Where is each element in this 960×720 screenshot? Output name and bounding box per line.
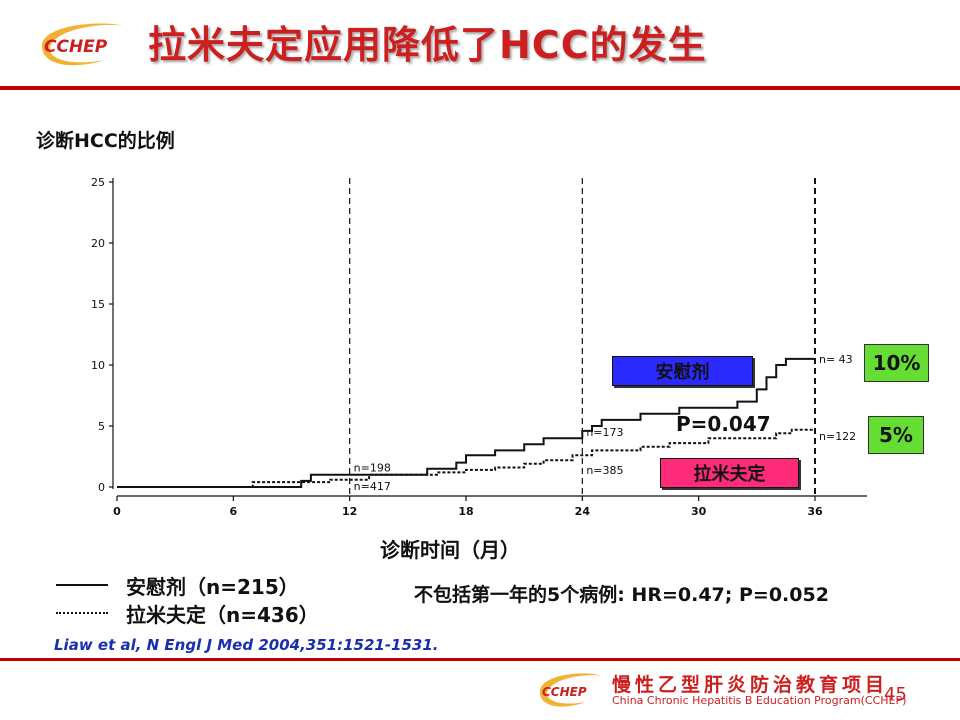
- cchep-logo: CCHEP: [42, 23, 124, 66]
- y-tick-label-0: 0: [98, 481, 105, 494]
- x-tick-label-30: 30: [691, 505, 707, 518]
- legend-dotted-line: [56, 612, 108, 614]
- risk-annotation: n= 43: [819, 353, 853, 366]
- y-tick-label-5: 5: [98, 420, 105, 433]
- citation: Liaw et al, N Engl J Med 2004,351:1521-1…: [54, 636, 439, 654]
- legend-item-placebo: 安慰剂（n=215）: [56, 572, 299, 599]
- y-tick-label-20: 20: [91, 237, 105, 250]
- footer-cchep-logo: CCHEP: [540, 673, 602, 707]
- y-tick-label-15: 15: [91, 298, 105, 311]
- x-axis-label: 诊断时间（月）: [380, 538, 520, 562]
- risk-annotation: n=385: [586, 464, 623, 477]
- logo-text: CCHEP: [44, 37, 108, 57]
- risk-annotation: n=173: [586, 426, 623, 439]
- footer-divider: [0, 658, 960, 661]
- series-line-lamivudine: [117, 428, 815, 488]
- x-tick-label-6: 6: [230, 505, 238, 518]
- risk-annotation: n=198: [354, 461, 391, 474]
- footer-logo-text: CCHEP: [542, 685, 587, 699]
- p-value-label: P=0.047: [676, 412, 771, 436]
- page-title: 拉米夫定应用降低了HCC的发生: [148, 23, 707, 67]
- x-tick-label-18: 18: [458, 505, 473, 518]
- legend-label-placebo: 安慰剂（n=215）: [126, 574, 299, 599]
- legend-item-lamivudine: 拉米夫定（n=436）: [56, 600, 319, 627]
- x-tick-label-24: 24: [575, 505, 591, 518]
- x-tick-label-12: 12: [342, 505, 357, 518]
- legend-solid-line: [56, 584, 108, 586]
- y-tick-label-10: 10: [91, 359, 105, 372]
- footer-program-en: China Chronic Hepatitis B Education Prog…: [612, 694, 907, 707]
- legend-label-lamivudine: 拉米夫定（n=436）: [126, 602, 319, 627]
- footer-program-cn: 慢性乙型肝炎防治教育项目: [612, 674, 889, 696]
- lamivudine-end-value-badge: 5%: [868, 416, 924, 454]
- chart-title: 诊断HCC的比例: [36, 130, 175, 152]
- risk-annotation: n=417: [354, 480, 391, 493]
- km-chart: 0 5 10 15 20 25 0 6 12 18 24 30 36 n=198 n=417 n=173 n=…: [91, 176, 867, 518]
- x-tick-label-36: 36: [807, 505, 823, 518]
- y-tick-label-25: 25: [91, 176, 105, 189]
- placebo-series-label: 安慰剂: [612, 356, 753, 386]
- lamivudine-series-label: 拉米夫定: [660, 458, 799, 488]
- risk-annotation: n=122: [819, 430, 856, 443]
- header-divider: [0, 86, 960, 90]
- placebo-end-value-badge: 10%: [864, 344, 929, 382]
- hr-note: 不包括第一年的5个病例: HR=0.47; P=0.052: [414, 584, 829, 606]
- page-number: 45: [884, 684, 907, 705]
- series-line-placebo: [117, 357, 815, 488]
- x-tick-label-0: 0: [113, 505, 121, 518]
